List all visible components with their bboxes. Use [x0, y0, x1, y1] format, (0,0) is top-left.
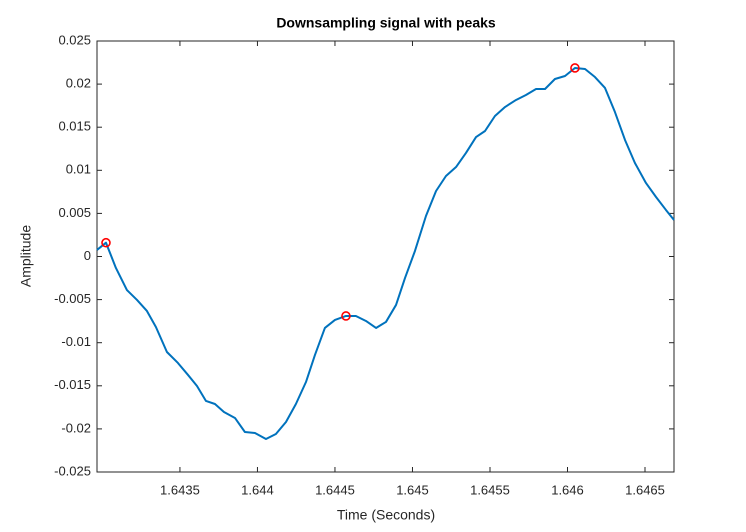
x-tick-label: 1.6435	[160, 482, 200, 497]
peak-marker	[570, 63, 580, 73]
y-tick-label: 0.025	[58, 32, 91, 47]
y-tick-label: 0.02	[66, 76, 91, 91]
x-tick-label: 1.644	[241, 482, 274, 497]
y-tick-label: 0.015	[58, 119, 91, 134]
x-tick-label: 1.6455	[470, 482, 510, 497]
y-tick-label: 0.01	[66, 162, 91, 177]
x-axis-label: Time (Seconds)	[337, 507, 435, 523]
chart-title: Downsampling signal with peaks	[276, 15, 496, 31]
x-tick-label: 1.6465	[625, 482, 665, 497]
peak-marker	[341, 311, 351, 321]
x-tick-label: 1.6445	[315, 482, 355, 497]
y-tick-label: -0.01	[61, 334, 91, 349]
x-tick-label: 1.646	[551, 482, 584, 497]
x-tick-label: 1.645	[396, 482, 429, 497]
y-tick-label: -0.02	[61, 420, 91, 435]
y-tick-label: 0.005	[58, 205, 91, 220]
plot-box	[96, 40, 675, 473]
y-tick-label: -0.005	[54, 291, 91, 306]
peak-marker	[101, 237, 111, 248]
y-axis-label: Amplitude	[18, 225, 34, 287]
y-tick-label: -0.025	[54, 463, 91, 478]
y-tick-label: 0	[84, 248, 91, 263]
y-tick-label: -0.015	[54, 377, 91, 392]
